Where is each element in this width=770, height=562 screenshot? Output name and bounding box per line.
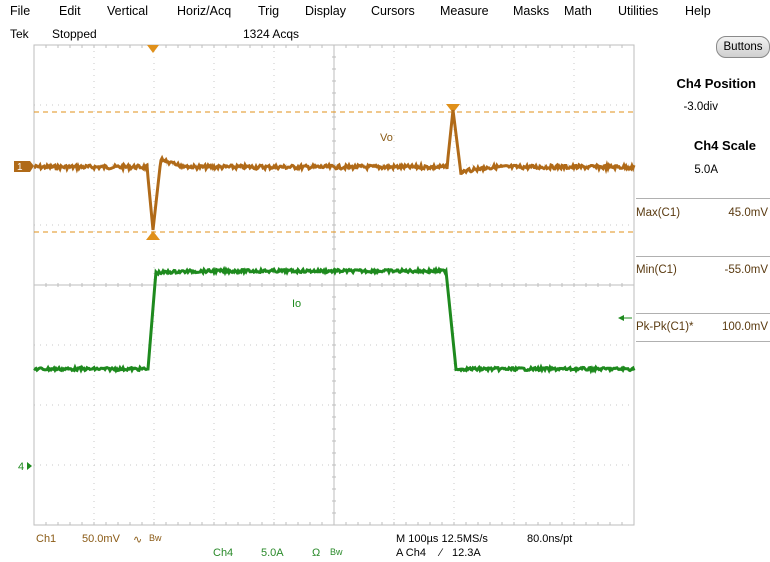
ch1-bandwidth-readout: Bw [149,533,162,543]
menu-bar: File Edit Vertical Horiz/Acq Trig Displa… [0,0,770,24]
ch4-coupling-readout: Ω [312,547,321,559]
ch1-readout-label[interactable]: Ch1 [36,533,57,545]
ch4-scale-title: Ch4 Scale [693,138,756,153]
ch4-waveform [33,265,636,375]
brand-label: Tek [10,27,29,41]
measurement-min[interactable]: Min(C1) -55.0mV [636,260,770,280]
trigger-level-arrow [618,315,624,321]
trigger-position-marker[interactable] [147,45,159,53]
ch4-scale-readout[interactable]: 5.0A [261,547,284,559]
trigger-slope-icon: ∕ [440,547,442,559]
menu-edit[interactable]: Edit [59,4,81,18]
menu-display[interactable]: Display [305,4,346,18]
ch1-marker-arrow [30,161,34,172]
menu-file[interactable]: File [10,4,31,18]
ch4-trace-label: Io [292,298,301,310]
measurement-pk-pk[interactable]: Pk-Pk(C1)* 100.0mV [636,317,770,337]
measurement-label: Max(C1) [636,207,681,219]
measurement-label: Min(C1) [636,264,677,276]
bandwidth-icon: ∿ [133,534,143,546]
timebase-readout[interactable]: M 100µs 12.5MS/s [396,533,488,545]
menu-measure[interactable]: Measure [440,4,489,18]
ch4-position-value[interactable]: -3.0div [683,101,718,113]
ch1-waveform [33,109,636,231]
menu-help[interactable]: Help [685,4,711,18]
measurement-value: 100.0mV [721,321,768,333]
ch4-readout-label[interactable]: Ch4 [213,547,234,559]
buttons-button[interactable]: Buttons [716,36,770,58]
status-bar: Tek Stopped 1324 Acqs [0,24,770,44]
divider [636,313,770,314]
ch4-bandwidth-readout: Bw [330,547,343,557]
measurement-value: -55.0mV [724,264,768,276]
graticule [33,44,635,526]
ch1-marker-label: 1 [17,162,23,173]
ch1-trace-label: Vo [380,132,393,144]
menu-masks[interactable]: Masks [513,4,550,18]
cursor-marker-upper[interactable] [446,104,460,113]
ch1-scale-readout[interactable]: 50.0mV [82,533,120,545]
ch4-marker-arrow [27,462,32,470]
resolution-readout: 80.0ns/pt [527,533,573,545]
acquisition-state: Stopped [52,27,97,41]
measurement-value: 45.0mV [728,207,768,219]
acquisition-count: 1324 Acqs [243,27,300,41]
menu-utilities[interactable]: Utilities [618,4,659,18]
graticule-border [33,44,635,526]
trigger-level-readout: 12.3A [452,547,481,559]
ch4-position-title: Ch4 Position [676,76,756,91]
cursor-marker-lower[interactable] [146,231,160,240]
menu-trig[interactable]: Trig [258,4,280,18]
divider [636,256,770,257]
measurement-max[interactable]: Max(C1) 45.0mV [636,203,770,223]
divider [636,341,770,342]
ch4-scale-value[interactable]: 5.0A [694,164,718,176]
menu-math[interactable]: Math [564,4,592,18]
ch4-ground-marker[interactable]: 4 [18,461,24,473]
measurement-label: Pk-Pk(C1)* [636,321,694,333]
menu-horiz-acq[interactable]: Horiz/Acq [177,4,232,18]
menu-cursors[interactable]: Cursors [371,4,415,18]
readout-bar: Ch1 50.0mV ∿ Bw Ch4 5.0A Ω Bw M 100µs 12… [0,531,770,562]
trigger-source-readout[interactable]: A Ch4 [396,547,426,559]
menu-vertical[interactable]: Vertical [107,4,148,18]
divider [636,198,770,199]
ch1-ground-marker[interactable] [14,161,30,172]
